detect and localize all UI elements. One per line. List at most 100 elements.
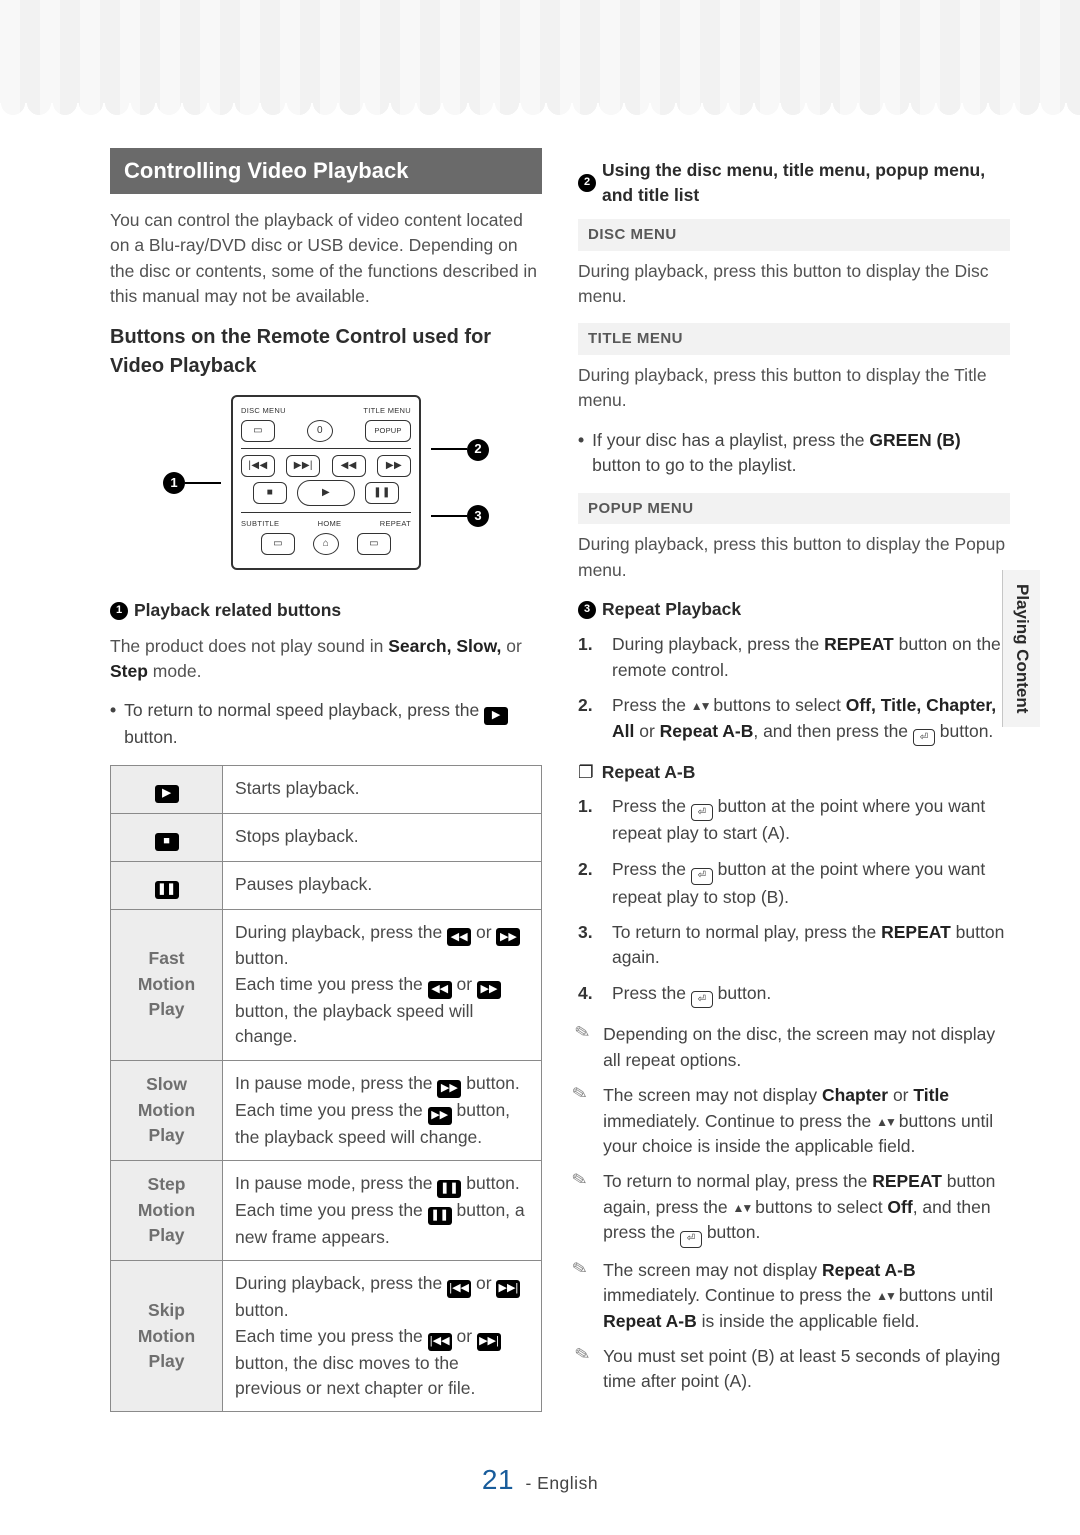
- next-icon: ▶▶|: [496, 1280, 520, 1298]
- repeat-steps-list: During playback, press the REPEAT button…: [578, 632, 1010, 746]
- play-icon: ▶: [484, 707, 508, 725]
- prev-icon: |◀◀: [447, 1280, 471, 1298]
- annotation-1-body: The product does not play sound in Searc…: [110, 634, 542, 685]
- enter-icon: ⏎: [913, 729, 935, 746]
- ff-icon: ▶▶: [477, 981, 501, 999]
- playback-buttons-table: ▶ Starts playback. ■ Stops playback. ❚❚ …: [110, 765, 542, 1413]
- page-number: 21: [482, 1464, 514, 1495]
- table-cell-desc: In pause mode, press the ▶▶ button. Each…: [223, 1060, 542, 1160]
- table-row-label: Skip Motion Play: [111, 1261, 223, 1412]
- note-icon: ✎: [570, 1082, 601, 1160]
- remote-control-illustration: DISC MENU TITLE MENU ▭ 0 POPUP |◀◀ ▶▶| ◀…: [231, 395, 421, 570]
- note-icon: ✎: [573, 1343, 598, 1396]
- note-icon: ✎: [573, 1021, 598, 1074]
- intro-paragraph: You can control the playback of video co…: [110, 208, 542, 310]
- repeat-ab-steps-list: Press the ⏎ button at the point where yo…: [578, 794, 1010, 1009]
- table-cell-desc: Stops playback.: [223, 813, 542, 861]
- decorative-top-wave: [0, 0, 1080, 120]
- note-icon: ✎: [570, 1169, 601, 1249]
- table-cell-desc: Starts playback.: [223, 765, 542, 813]
- left-column: Controlling Video Playback You can contr…: [110, 148, 542, 1412]
- annotation-1-bullets: To return to normal speed playback, pres…: [110, 698, 542, 750]
- title-menu-bullets: If your disc has a playlist, press the G…: [578, 428, 1010, 479]
- diagram-callout-1: 1: [163, 472, 185, 494]
- disc-menu-body: During playback, press this button to di…: [578, 259, 1010, 310]
- remote-next-icon: ▶▶|: [286, 455, 320, 477]
- annotation-1-title: Playback related buttons: [134, 598, 341, 623]
- ff-icon: ▶▶: [437, 1080, 461, 1098]
- right-column: 2 Using the disc menu, title menu, popup…: [578, 148, 1010, 1412]
- play-icon: ▶: [155, 785, 179, 803]
- remote-play-icon: ▶: [297, 480, 355, 506]
- remote-label-subtitle: SUBTITLE: [241, 519, 279, 530]
- annotation-2-header: 2 Using the disc menu, title menu, popup…: [578, 158, 1010, 209]
- diagram-callout-2: 2: [467, 439, 489, 461]
- disc-menu-heading: DISC MENU: [578, 219, 1010, 251]
- right-callouts: 2 3: [431, 438, 489, 527]
- pause-icon: ❚❚: [155, 881, 179, 899]
- annotation-2-title: Using the disc menu, title menu, popup m…: [602, 158, 1010, 209]
- subsection-header: Buttons on the Remote Control used for V…: [110, 323, 542, 381]
- diagram-callout-3: 3: [467, 505, 489, 527]
- remote-subtitle-btn: ▭: [261, 533, 295, 555]
- table-row: ■ Stops playback.: [111, 813, 542, 861]
- ff-icon: ▶▶: [496, 928, 520, 946]
- popup-menu-body: During playback, press this button to di…: [578, 532, 1010, 583]
- prev-icon: |◀◀: [428, 1333, 452, 1351]
- enter-icon: ⏎: [691, 804, 713, 821]
- page-footer: 21 - English: [0, 1460, 1080, 1501]
- table-row: ▶ Starts playback.: [111, 765, 542, 813]
- title-menu-heading: TITLE MENU: [578, 323, 1010, 355]
- remote-ff-icon: ▶▶: [377, 455, 411, 477]
- remote-disc-menu-btn: ▭: [241, 420, 275, 442]
- table-cell-desc: During playback, press the ◀◀ or ▶▶ butt…: [223, 909, 542, 1060]
- table-row: ❚❚ Pauses playback.: [111, 861, 542, 909]
- table-cell-desc: Pauses playback.: [223, 861, 542, 909]
- notes-list: ✎Depending on the disc, the screen may n…: [578, 1022, 1010, 1394]
- ff-icon: ▶▶: [428, 1107, 452, 1125]
- table-cell-desc: During playback, press the |◀◀ or ▶▶| bu…: [223, 1261, 542, 1412]
- table-row-label: Fast Motion Play: [111, 909, 223, 1060]
- pause-icon: ❚❚: [437, 1180, 461, 1198]
- table-cell-desc: In pause mode, press the ❚❚ button. Each…: [223, 1160, 542, 1260]
- popup-menu-heading: POPUP MENU: [578, 493, 1010, 525]
- table-row-label: Slow Motion Play: [111, 1060, 223, 1160]
- table-row-label: Step Motion Play: [111, 1160, 223, 1260]
- section-header: Controlling Video Playback: [110, 148, 542, 194]
- table-row: Fast Motion Play During playback, press …: [111, 909, 542, 1060]
- annotation-3-header: 3 Repeat Playback: [578, 597, 1010, 622]
- pause-icon: ❚❚: [428, 1207, 452, 1225]
- remote-pause-icon: ❚❚: [365, 482, 399, 504]
- remote-home-icon: ⌂: [313, 533, 339, 555]
- rew-icon: ◀◀: [447, 928, 471, 946]
- page-content: Controlling Video Playback You can contr…: [0, 120, 1080, 1442]
- table-row: Slow Motion Play In pause mode, press th…: [111, 1060, 542, 1160]
- left-callouts: 1: [163, 472, 221, 494]
- remote-label-disc-menu: DISC MENU: [241, 406, 286, 417]
- annotation-1-header: 1 Playback related buttons: [110, 598, 542, 623]
- page-language: English: [537, 1473, 598, 1493]
- enter-icon: ⏎: [691, 991, 713, 1008]
- side-tab-label: Playing Content: [1002, 570, 1040, 727]
- remote-repeat-btn: ▭: [357, 533, 391, 555]
- remote-label-title-menu: TITLE MENU: [363, 406, 411, 417]
- title-menu-body: During playback, press this button to di…: [578, 363, 1010, 414]
- remote-label-home: HOME: [318, 519, 342, 530]
- remote-diagram: 1 DISC MENU TITLE MENU ▭ 0 POPUP |◀◀ ▶▶|…: [110, 395, 542, 570]
- enter-icon: ⏎: [691, 868, 713, 885]
- remote-label-repeat: REPEAT: [380, 519, 411, 530]
- table-row: Step Motion Play In pause mode, press th…: [111, 1160, 542, 1260]
- enter-icon: ⏎: [680, 1231, 702, 1248]
- rew-icon: ◀◀: [428, 981, 452, 999]
- stop-icon: ■: [155, 833, 179, 851]
- remote-prev-icon: |◀◀: [241, 455, 275, 477]
- remote-rew-icon: ◀◀: [332, 455, 366, 477]
- annotation-3-title: Repeat Playback: [602, 597, 741, 622]
- repeat-ab-heading: Repeat A-B: [578, 760, 1010, 785]
- remote-popup-btn: POPUP: [365, 420, 411, 442]
- remote-stop-icon: ■: [253, 482, 287, 504]
- table-row: Skip Motion Play During playback, press …: [111, 1261, 542, 1412]
- remote-zero-btn: 0: [307, 420, 333, 442]
- note-icon: ✎: [570, 1257, 601, 1335]
- next-icon: ▶▶|: [477, 1333, 501, 1351]
